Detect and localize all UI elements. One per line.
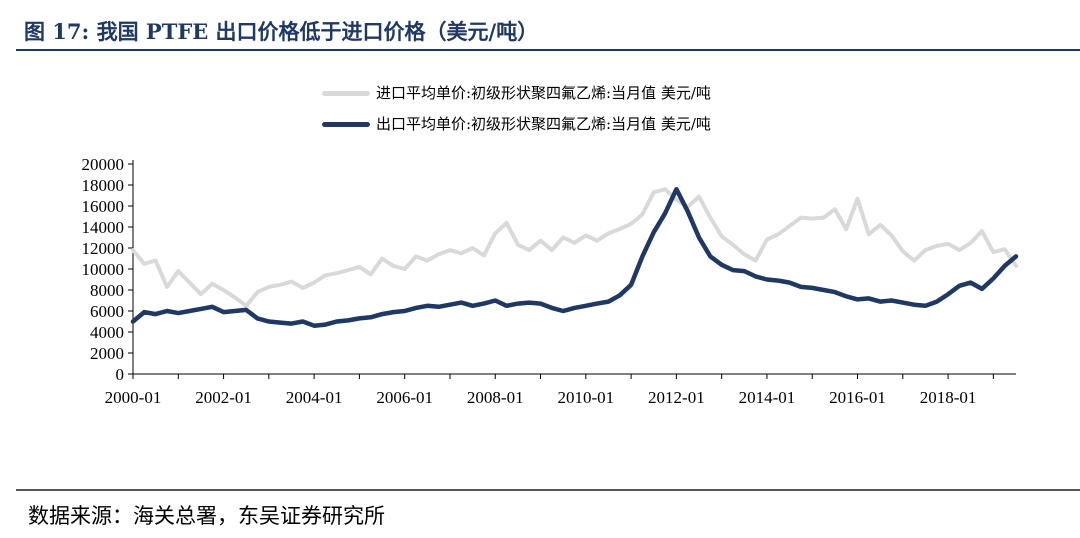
x-tick-label: 2016-01 [829,388,886,407]
y-tick-label: 20000 [82,155,125,174]
figure-title: 图 17: 我国 PTFE 出口价格低于进口价格（美元/吨） [24,19,539,44]
legend-swatch-export [322,122,370,127]
y-tick-label: 0 [116,365,125,384]
y-tick-label: 12000 [82,239,125,258]
chart-axes: 0 2000 4000 6000 8000 10000 12000 14000 16000 180… [82,155,1016,407]
x-tick-label: 2002-01 [195,388,252,407]
y-tick-label: 18000 [82,176,125,195]
price-chart: 0 2000 4000 6000 8000 10000 12000 14000 16000 180… [82,155,1019,407]
y-tick-label: 6000 [90,302,124,321]
x-tick-label: 2004-01 [286,388,343,407]
footer-divider [16,489,1080,491]
title-divider [16,49,1080,51]
y-tick-label: 4000 [90,323,124,342]
series-line-export [130,186,1019,328]
source-note: 数据来源：海关总署，东吴证券研究所 [28,504,385,528]
y-tick-label: 14000 [82,218,125,237]
x-tick-label: 2018-01 [920,388,977,407]
figure-header: 图 17: 我国 PTFE 出口价格低于进口价格（美元/吨） [0,0,1080,51]
legend-swatch-import [322,91,370,96]
x-tick-label: 2000-01 [105,388,162,407]
x-tick-label: 2012-01 [648,388,705,407]
x-tick-label: 2014-01 [739,388,796,407]
y-tick-label: 2000 [90,344,124,363]
x-tick-label: 2006-01 [376,388,433,407]
legend-label-export: 出口平均单价:初级形状聚四氟乙烯:当月值 美元/吨 [376,115,711,133]
x-tick-label: 2008-01 [467,388,524,407]
y-tick-label: 10000 [82,260,125,279]
chart-series [130,186,1019,328]
series-line-import [131,187,1018,308]
y-tick-label: 8000 [90,281,124,300]
legend-label-import: 进口平均单价:初级形状聚四氟乙烯:当月值 美元/吨 [376,84,711,102]
x-tick-label: 2010-01 [557,388,614,407]
y-tick-label: 16000 [82,197,125,216]
